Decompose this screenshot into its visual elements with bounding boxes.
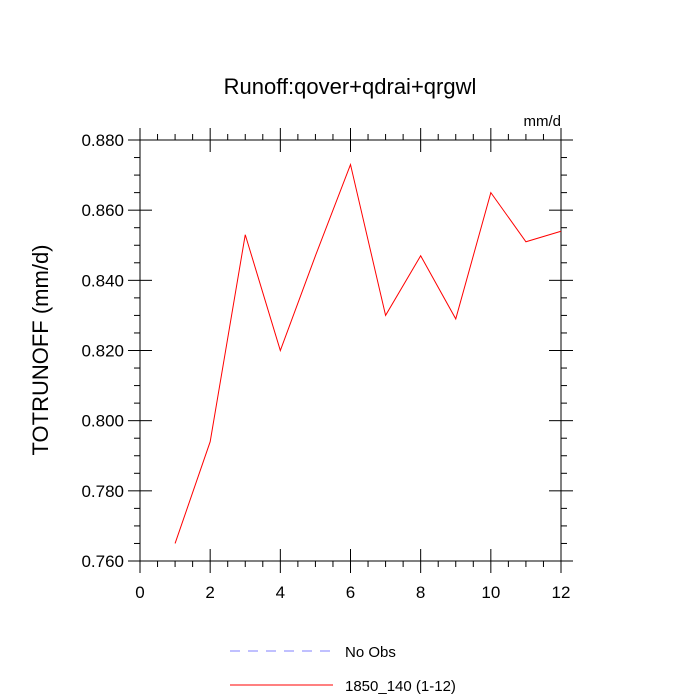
y-tick-label: 0.820 bbox=[81, 342, 124, 361]
x-tick-label: 2 bbox=[205, 583, 214, 602]
y-tick-label: 0.780 bbox=[81, 482, 124, 501]
y-tick-label: 0.800 bbox=[81, 412, 124, 431]
x-tick-label: 12 bbox=[552, 583, 571, 602]
x-tick-label: 8 bbox=[416, 583, 425, 602]
legend: No Obs 1850_140 (1-12) bbox=[230, 644, 456, 695]
legend-item: No Obs bbox=[230, 644, 396, 661]
x-tick-label: 6 bbox=[346, 583, 355, 602]
x-tick-label: 10 bbox=[481, 583, 500, 602]
y-tick-label: 0.760 bbox=[81, 552, 124, 571]
units-label: mm/d bbox=[524, 113, 562, 130]
y-tick-label: 0.880 bbox=[81, 131, 124, 150]
minor-ticks bbox=[134, 134, 567, 567]
y-tick-labels: 0.760 0.780 0.800 0.820 0.840 0.860 0.880 bbox=[81, 131, 124, 571]
chart-title: Runoff:qover+qdrai+qrgwl bbox=[224, 74, 477, 99]
series-line bbox=[174, 162, 562, 544]
series-lines bbox=[174, 162, 562, 544]
legend-label: 1850_140 (1-12) bbox=[345, 678, 456, 695]
x-tick-labels: 0 2 4 6 8 10 12 bbox=[135, 583, 570, 602]
x-tick-label: 4 bbox=[276, 583, 285, 602]
legend-label: No Obs bbox=[345, 644, 396, 661]
y-tick-label: 0.840 bbox=[81, 271, 124, 290]
y-tick-label: 0.860 bbox=[81, 201, 124, 220]
y-axis-label: TOTRUNOFF (mm/d) bbox=[28, 244, 53, 455]
major-ticks bbox=[128, 128, 573, 573]
x-tick-label: 0 bbox=[135, 583, 144, 602]
legend-item: 1850_140 (1-12) bbox=[230, 678, 456, 695]
